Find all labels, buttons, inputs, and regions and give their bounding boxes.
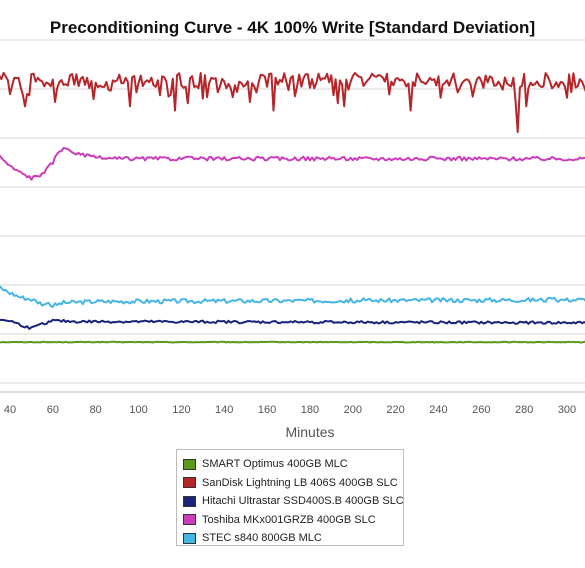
legend-label: SMART Optimus 400GB MLC <box>202 458 348 471</box>
x-tick-label: 220 <box>386 404 404 416</box>
x-tick-label: 180 <box>301 404 319 416</box>
x-tick-label: 40 <box>4 404 16 416</box>
legend-label: Toshiba MKx001GRZB 400GB SLC <box>202 513 376 526</box>
legend-swatch <box>183 477 196 489</box>
x-tick-label: 60 <box>47 404 59 416</box>
legend-item: SanDisk Lightning LB 406S 400GB SLC <box>183 474 403 493</box>
legend-label: SanDisk Lightning LB 406S 400GB SLC <box>202 476 398 489</box>
x-tick-label: 160 <box>258 404 276 416</box>
x-tick-labels: 40 60 80 100 120 140 160 180 200 220 240 260 280 300 <box>4 404 576 416</box>
plot-area: 40 60 80 100 120 140 160 180 200 220 240 260 280 300 <box>0 39 585 416</box>
legend-item: STEC s840 800GB MLC <box>183 529 403 548</box>
x-axis-label: Minutes <box>285 424 335 440</box>
legend-label: STEC s840 800GB MLC <box>202 532 322 545</box>
x-tick-label: 100 <box>129 404 147 416</box>
legend-swatch <box>183 514 196 526</box>
grid-lines <box>0 39 585 393</box>
legend-item: Hitachi Ultrastar SSD400S.B 400GB SLC <box>183 492 404 511</box>
x-tick-label: 240 <box>429 404 447 416</box>
series-line-0 <box>0 340 585 344</box>
x-tick-label: 140 <box>215 404 233 416</box>
series-line-2 <box>0 318 585 330</box>
x-tick-label: 200 <box>344 404 362 416</box>
x-tick-label: 280 <box>515 404 533 416</box>
series-lines <box>0 71 585 344</box>
legend-swatch <box>183 458 196 470</box>
chart-title: Preconditioning Curve - 4K 100% Write [S… <box>49 18 536 37</box>
x-tick-label: 260 <box>472 404 490 416</box>
series-line-4 <box>0 285 585 308</box>
series-line-1 <box>0 71 585 133</box>
legend-swatch <box>183 532 196 544</box>
x-tick-label: 300 <box>558 404 576 416</box>
series-line-3 <box>0 147 585 181</box>
x-tick-label: 120 <box>172 404 190 416</box>
legend-item: SMART Optimus 400GB MLC <box>183 455 403 474</box>
x-tick-label: 80 <box>90 404 102 416</box>
legend: SMART Optimus 400GB MLC SanDisk Lightning… <box>176 449 404 546</box>
legend-label: Hitachi Ultrastar SSD400S.B 400GB SLC <box>202 495 404 508</box>
legend-swatch <box>183 495 196 507</box>
legend-item: Toshiba MKx001GRZB 400GB SLC <box>183 511 403 530</box>
